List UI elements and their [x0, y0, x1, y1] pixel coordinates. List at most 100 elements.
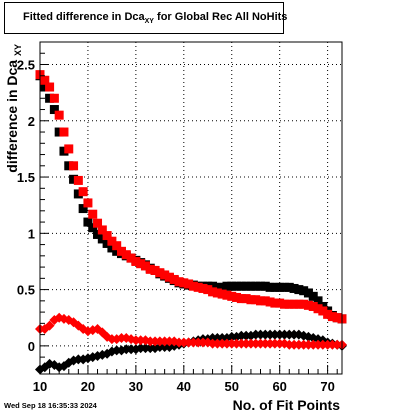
- data-point: [284, 282, 294, 292]
- data-point: [112, 246, 122, 256]
- data-point: [198, 283, 208, 293]
- data-point: [251, 295, 261, 305]
- data-point: [318, 301, 328, 311]
- data-point: [232, 292, 242, 302]
- data-point: [131, 256, 141, 266]
- data-point: [121, 332, 132, 343]
- plot-frame: [39, 41, 343, 375]
- data-point: [69, 174, 79, 184]
- data-point: [256, 281, 266, 291]
- data-point: [73, 175, 83, 185]
- data-point: [49, 105, 59, 115]
- data-point: [241, 281, 251, 291]
- data-point: [64, 144, 74, 154]
- data-point: [222, 281, 232, 291]
- data-point: [93, 218, 103, 228]
- data-point: [73, 189, 83, 199]
- timestamp: Wed Sep 18 16:35:33 2024: [4, 401, 97, 410]
- data-point: [327, 312, 337, 322]
- data-point: [289, 299, 299, 309]
- data-point: [78, 204, 88, 214]
- data-point: [212, 288, 222, 298]
- y-axis-title-main: difference in Dca: [4, 60, 20, 173]
- data-point: [54, 127, 64, 137]
- data-point: [93, 229, 103, 239]
- y-tick-label: 2.5: [17, 58, 35, 73]
- y-tick-label: 1.5: [17, 170, 35, 185]
- data-point: [303, 288, 313, 298]
- data-point: [121, 250, 131, 260]
- data-point: [275, 282, 285, 292]
- data-point: [193, 282, 203, 292]
- y-axis-title: difference in Dca XY: [4, 44, 23, 173]
- data-point: [256, 296, 266, 306]
- series-layer: [35, 70, 347, 375]
- y-axis-title-sub: XY: [13, 44, 23, 56]
- data-point: [299, 286, 309, 296]
- data-point: [169, 274, 179, 284]
- data-point: [275, 298, 285, 308]
- data-point: [112, 241, 122, 251]
- data-point: [251, 281, 261, 291]
- data-point: [279, 282, 289, 292]
- data-point: [279, 299, 289, 309]
- data-point: [59, 127, 69, 137]
- data-point: [265, 297, 275, 307]
- tick-labels: 10 20 30 40 50 60 70 0 0.5 1 1.5 2 2.5: [17, 58, 335, 394]
- data-point: [313, 296, 323, 306]
- data-point: [136, 259, 146, 269]
- data-point: [208, 287, 218, 297]
- data-point: [54, 110, 64, 120]
- data-point: [126, 253, 136, 263]
- data-point: [270, 298, 280, 308]
- data-point: [188, 281, 198, 291]
- data-point: [241, 294, 251, 304]
- data-point: [203, 285, 213, 295]
- data-point: [217, 282, 227, 292]
- x-axis-title: No. of Fit Points: [233, 397, 341, 413]
- data-point: [145, 264, 155, 274]
- data-point: [227, 281, 237, 291]
- data-point: [88, 209, 98, 219]
- data-point: [260, 281, 270, 291]
- data-point: [54, 362, 65, 373]
- data-point: [88, 223, 98, 233]
- y-tick-label: 0: [28, 339, 35, 354]
- data-point: [284, 299, 294, 309]
- data-point: [308, 301, 318, 311]
- data-point: [97, 225, 107, 235]
- axis-ticks: [39, 41, 338, 374]
- x-tick-label: 60: [272, 379, 286, 394]
- data-point: [54, 312, 65, 323]
- series-3: [35, 312, 347, 350]
- data-point: [303, 300, 313, 310]
- data-point: [174, 277, 184, 287]
- chart-title: Fitted difference in DcaXY for Global Re…: [23, 11, 288, 26]
- y-tick-label: 0.5: [17, 283, 35, 298]
- data-point: [160, 270, 170, 280]
- data-point: [179, 278, 189, 288]
- data-point: [44, 320, 55, 331]
- data-point: [232, 281, 242, 291]
- data-point: [49, 93, 59, 103]
- data-point: [299, 299, 309, 309]
- data-point: [212, 282, 222, 292]
- y-tick-label: 2: [28, 114, 35, 129]
- data-point: [83, 217, 93, 227]
- x-tick-label: 30: [129, 379, 143, 394]
- data-point: [116, 246, 126, 256]
- x-tick-label: 70: [320, 379, 334, 394]
- title-box: Fitted difference in DcaXY for Global Re…: [4, 2, 288, 34]
- data-point: [164, 272, 174, 282]
- data-point: [45, 82, 55, 92]
- data-point: [260, 296, 270, 306]
- data-point: [332, 313, 342, 323]
- data-point: [236, 294, 246, 304]
- x-tick-label: 50: [225, 379, 239, 394]
- x-tick-label: 20: [81, 379, 95, 394]
- data-point: [217, 289, 227, 299]
- data-point: [40, 75, 50, 85]
- data-point: [69, 161, 79, 171]
- data-point: [78, 187, 88, 197]
